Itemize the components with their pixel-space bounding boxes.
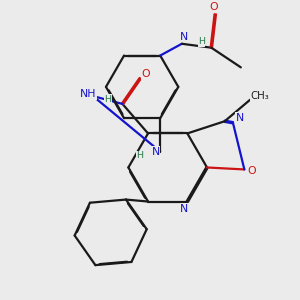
Text: N: N	[180, 204, 188, 214]
Text: N: N	[152, 147, 160, 157]
Text: N: N	[236, 113, 244, 123]
Text: O: O	[247, 167, 256, 176]
Text: CH₃: CH₃	[251, 91, 269, 101]
Text: NH: NH	[80, 89, 97, 99]
Text: O: O	[142, 69, 150, 80]
Text: O: O	[209, 2, 218, 12]
Text: H: H	[136, 151, 143, 160]
Text: N: N	[180, 32, 188, 42]
Text: H: H	[104, 95, 111, 104]
Text: H: H	[198, 37, 205, 46]
